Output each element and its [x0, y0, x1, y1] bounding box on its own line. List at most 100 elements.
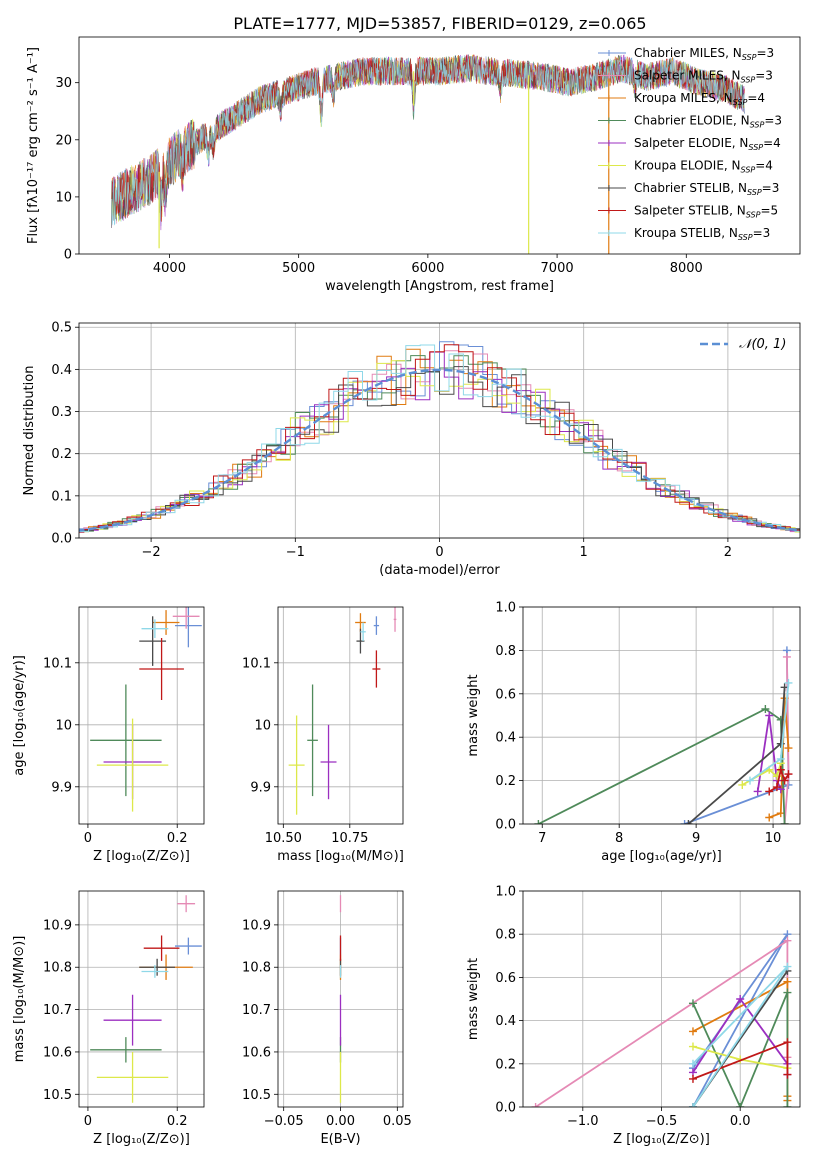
y-tick-label: 0.0	[51, 532, 72, 547]
x-tick-label: 10.50	[265, 831, 302, 846]
weight-marker	[736, 995, 745, 1003]
legend-marker	[606, 50, 612, 56]
y-tick-label: 0.2	[495, 1057, 516, 1072]
y-tick-label: 10.9	[242, 918, 271, 933]
y-tick-label: 0.1	[51, 489, 72, 504]
plot-area-Z-weight	[531, 930, 792, 1107]
y-tick-label: 9.9	[51, 780, 72, 795]
y-tick-label: 10.7	[242, 1003, 271, 1018]
x-tick-label: 0.05	[383, 1114, 412, 1129]
x-tick-label: 8	[615, 831, 623, 846]
x-tick-label: 4000	[153, 261, 186, 276]
y-tick-label: 0.8	[495, 644, 516, 659]
x-tick-label: −1	[286, 545, 305, 560]
legend-label: Salpeter STELIB, NSSP=5	[634, 204, 778, 220]
gaussian-legend-label: 𝒩(0, 1)	[739, 337, 786, 352]
axes-frame	[78, 322, 801, 539]
plot-area-Z-mass	[90, 895, 202, 1103]
weight-marker	[688, 1059, 697, 1068]
legend-label: Kroupa STELIB, NSSP=3	[634, 226, 770, 242]
y-tick-label: 10.1	[242, 656, 271, 671]
legend-label: Kroupa MILES, NSSP=4	[634, 91, 765, 107]
x-tick-label: 1	[580, 545, 588, 560]
weight-marker	[783, 936, 792, 945]
weight-marker	[776, 754, 785, 763]
y-tick-label: 10.9	[43, 918, 72, 933]
weight-marker	[531, 1103, 540, 1107]
legend-marker	[606, 185, 612, 191]
legend-label: Kroupa ELODIE, NSSP=4	[634, 159, 773, 175]
y-tick-label: 0.0	[495, 1101, 516, 1116]
axes-Z-mass: 0 0.2 10.5 10.6 10.7 10.8 10.9 Z [log₁₀(Z/Z⊙)] m…	[12, 890, 205, 1147]
axes-frame	[522, 606, 801, 825]
weight-marker	[783, 988, 792, 997]
errorbar-kroupa-stelib	[141, 965, 169, 978]
x-axis-label: age [log₁₀(age/yr)]	[601, 849, 722, 864]
axes-frame	[522, 890, 801, 1108]
y-tick-label: 1.0	[495, 601, 516, 616]
weight-marker	[688, 999, 697, 1008]
axes-residuals: −2 −1 0 1 2 0.0 0.1 0.2 0.3 0.4 0.5 (data-model)/er…	[22, 321, 801, 578]
errorbar-kroupa-stelib	[360, 622, 366, 642]
weight-marker	[784, 770, 793, 779]
x-axis-label: mass [log₁₀(M/M⊙)]	[277, 849, 404, 864]
axes-Z-age: 0 0.2 9.9 10 10.1 Z [log₁₀(Z/Z⊙)] age [log₁₀(a…	[12, 606, 205, 864]
y-tick-label: 10.8	[43, 961, 72, 976]
axes-frame	[277, 606, 404, 825]
axes-EBV-mass: −0.05 0.00 0.05 10.5 10.6 10.7 10.8 10.9 E(B-V)	[242, 890, 412, 1147]
legend-label: Salpeter MILES, NSSP=3	[634, 69, 773, 85]
weight-line-chabrier-elodie	[537, 707, 786, 824]
weight-marker	[783, 962, 792, 971]
weight-marker	[784, 744, 793, 753]
legend-marker	[606, 207, 612, 214]
x-tick-label: −0.5	[646, 1114, 678, 1129]
legend-label: Chabrier STELIB, NSSP=3	[634, 181, 779, 197]
x-tick-label: 0	[84, 831, 92, 846]
x-tick-label: 7	[538, 831, 546, 846]
legend-marker	[606, 162, 612, 169]
x-tick-label: 0.2	[167, 1114, 188, 1129]
axes-spectrum: 4000 5000 6000 7000 8000 0 10 20 30 wavelength [A…	[26, 36, 801, 294]
axes-Z-weight: −1.0 −0.5 0.0 0.0 0.2 0.4 0.6 0.8 1.0 Z [log₁₀(Z/…	[466, 885, 801, 1147]
y-tick-label: 10.6	[242, 1045, 271, 1060]
errorbar-salpeter-stelib	[143, 935, 180, 961]
x-tick-label: −0.05	[264, 1114, 304, 1129]
weight-marker	[783, 1103, 792, 1107]
errorbar-chabrier-miles	[373, 616, 380, 635]
x-tick-label: 0	[435, 545, 443, 560]
errorbar-chabrier-miles	[174, 607, 202, 648]
legend-label: Salpeter ELODIE, NSSP=4	[634, 136, 781, 152]
weight-marker	[738, 780, 747, 789]
errorbar-chabrier-stelib	[139, 958, 175, 976]
weight-marker	[783, 1070, 792, 1079]
x-tick-label: 9	[692, 831, 700, 846]
y-tick-label: 9.9	[250, 780, 271, 795]
weight-marker	[745, 776, 754, 785]
y-tick-label: 0.0	[495, 818, 516, 833]
y-axis-label: Flux [fλ10⁻¹⁷ erg cm⁻² s⁻¹ A⁻¹]	[26, 47, 41, 244]
x-axis-label: wavelength [Angstrom, rest frame]	[325, 279, 554, 294]
legend-marker	[606, 140, 612, 146]
y-axis-label: mass [log₁₀(M/M⊙)]	[12, 936, 27, 1063]
legend-marker	[606, 95, 612, 101]
errorbar-salpeter-stelib	[139, 638, 184, 700]
weight-line-salpeter-elodie	[756, 715, 782, 792]
y-tick-label: 20	[55, 133, 72, 148]
weight-marker	[736, 1103, 745, 1107]
errorbar-kroupa-stelib	[141, 619, 169, 638]
weight-marker	[783, 977, 792, 986]
axes-frame	[277, 890, 404, 1108]
plot-area-residuals	[79, 341, 800, 534]
errorbar-chabrier-elodie	[307, 684, 318, 797]
legend-label: Chabrier ELODIE, NSSP=3	[634, 114, 782, 130]
spectrum-line-kroupa-stelib	[111, 55, 745, 228]
y-tick-label: 0.3	[51, 405, 72, 420]
x-tick-label: 0.2	[167, 831, 188, 846]
y-tick-label: 0.4	[51, 363, 72, 378]
legend-marker	[606, 230, 612, 236]
plot-area-Z-age	[90, 607, 202, 812]
weight-marker	[780, 820, 789, 824]
x-tick-label: 7000	[541, 261, 574, 276]
weight-marker	[688, 1042, 697, 1051]
legend-marker	[606, 72, 612, 79]
